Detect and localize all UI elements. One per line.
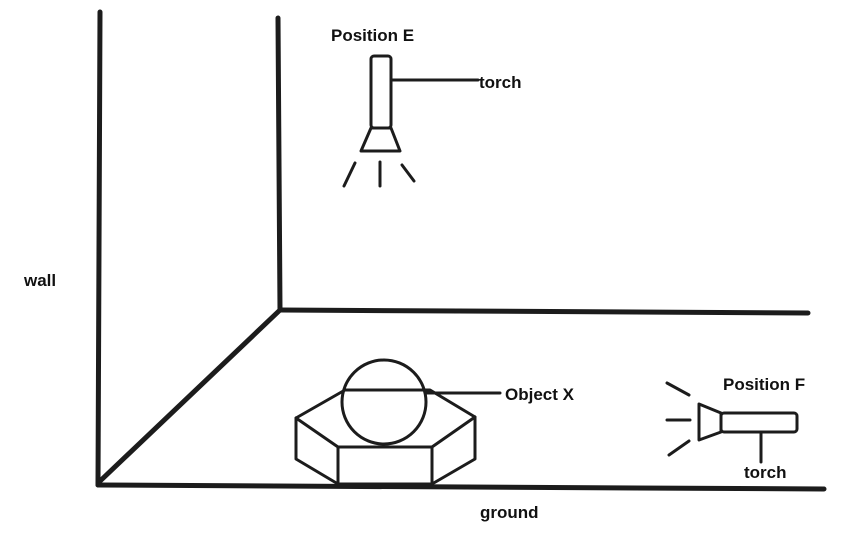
wall-label: wall bbox=[23, 271, 56, 290]
torch-e bbox=[342, 54, 480, 188]
torch-icon bbox=[359, 54, 402, 153]
left-wall-edge bbox=[95, 9, 103, 488]
ground-line bbox=[95, 482, 827, 492]
floor-corner-diagonal bbox=[95, 307, 283, 486]
torch-f-label: torch bbox=[744, 463, 787, 482]
position-e-label: Position E bbox=[331, 26, 414, 45]
room-outline bbox=[95, 9, 827, 492]
torch-e-label: torch bbox=[479, 73, 522, 92]
ground-label: ground bbox=[480, 503, 539, 522]
back-wall-edge bbox=[275, 15, 283, 313]
light-ray-icon bbox=[665, 381, 692, 457]
text-labels: wall ground Position E torch Object X Po… bbox=[23, 26, 805, 522]
torch-f bbox=[665, 381, 799, 464]
torch-icon bbox=[697, 402, 799, 442]
hexagonal-nut-icon bbox=[294, 388, 477, 486]
light-ray-icon bbox=[342, 160, 416, 188]
object-x bbox=[294, 358, 502, 486]
back-floor-line bbox=[277, 307, 811, 316]
sphere-icon bbox=[340, 358, 428, 446]
object-x-label: Object X bbox=[505, 385, 575, 404]
position-f-label: Position F bbox=[723, 375, 805, 394]
